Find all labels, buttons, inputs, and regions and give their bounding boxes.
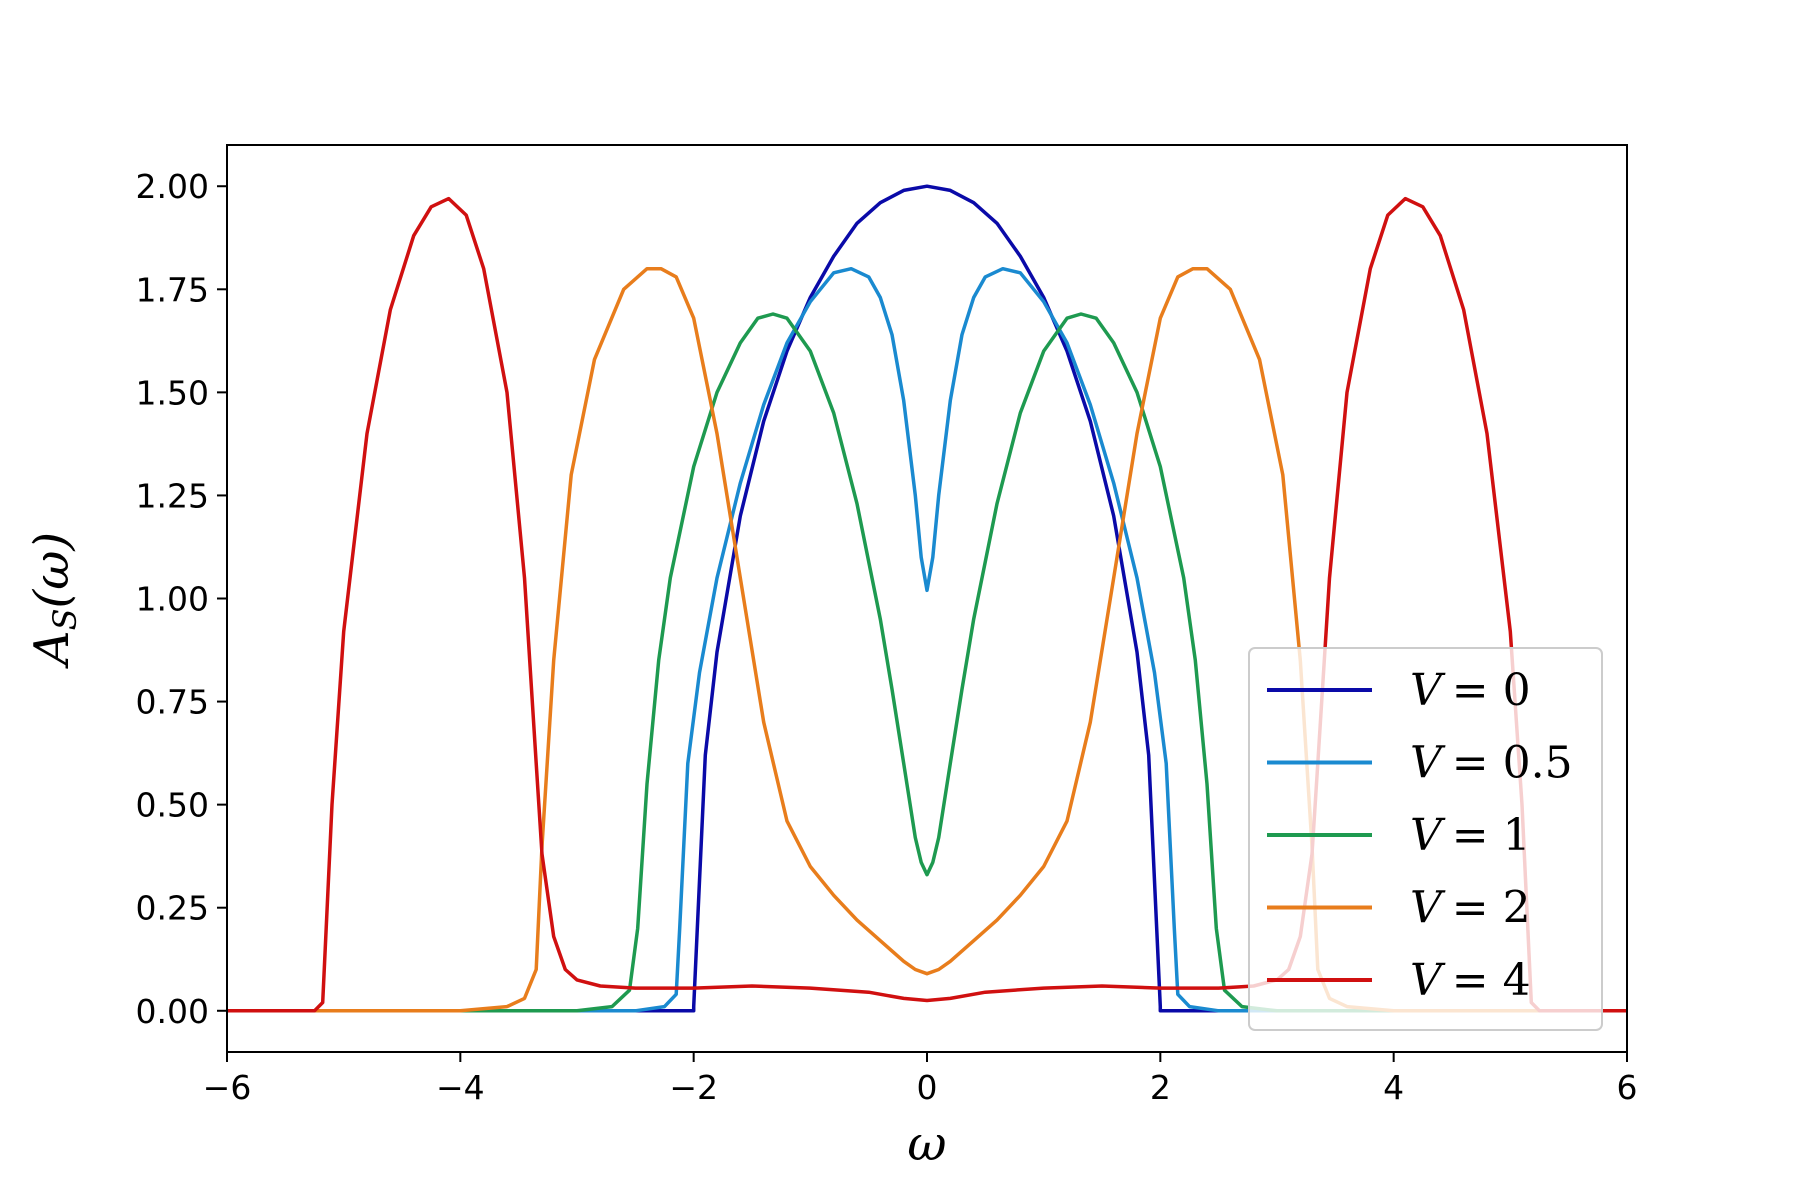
- x-tick-label: −4: [436, 1068, 485, 1107]
- legend: V = 0V = 0.5V = 1V = 2V = 4: [1248, 647, 1603, 1031]
- legend-label-value: = 0.5: [1452, 738, 1573, 789]
- x-axis-title: ω: [907, 1116, 946, 1172]
- y-tick-label: 1.75: [136, 270, 209, 309]
- x-tick-label: 0: [917, 1068, 938, 1107]
- x-tick-label: 4: [1383, 1068, 1404, 1107]
- y-axis-title-sub: S: [46, 609, 84, 631]
- series-line-4: [227, 196, 1627, 1013]
- series-line-3: [227, 266, 1627, 1013]
- legend-label-var: V: [1410, 738, 1446, 789]
- y-tick-label: 0.75: [136, 683, 209, 722]
- series-layer: [227, 184, 1627, 1013]
- y-axis-title-rest: (ω): [24, 532, 80, 609]
- y-tick-label: 1.00: [136, 580, 209, 619]
- x-tick-label: 6: [1617, 1068, 1638, 1107]
- legend-label-var: V: [1410, 810, 1446, 861]
- series-line-2: [227, 312, 1627, 1013]
- series-line-1: [227, 266, 1627, 1013]
- legend-label-value: = 2: [1452, 883, 1531, 934]
- x-tick-label: 2: [1150, 1068, 1171, 1107]
- legend-label-1: V = 0.5: [1410, 738, 1573, 789]
- y-tick-label: 2.00: [136, 167, 209, 206]
- y-axis-title-main: A: [24, 630, 80, 669]
- legend-label-4: V = 4: [1410, 955, 1531, 1006]
- x-tick-label: −2: [669, 1068, 718, 1107]
- ticks-layer: −6 −4 −2 0 2 4 6 0.00 0.25 0.50 0.75 1.00 1.25 1.50 1.…: [136, 167, 1638, 1107]
- y-tick-label: 0.50: [136, 786, 209, 825]
- y-tick-label: 1.50: [136, 373, 209, 412]
- x-tick-label: −6: [203, 1068, 252, 1107]
- legend-box: [1248, 647, 1603, 1031]
- legend-label-0: V = 0: [1410, 665, 1531, 716]
- legend-label-var: V: [1410, 883, 1446, 934]
- legend-label-value: = 1: [1452, 810, 1531, 861]
- y-axis-title: AS(ω): [24, 532, 84, 669]
- y-tick-label: 0.00: [136, 992, 209, 1031]
- legend-label-2: V = 1: [1410, 810, 1531, 861]
- series-line-0: [227, 184, 1627, 1013]
- legend-label-var: V: [1410, 955, 1446, 1006]
- y-tick-label: 0.25: [136, 889, 209, 928]
- legend-label-value: = 4: [1452, 955, 1531, 1006]
- legend-label-var: V: [1410, 665, 1446, 716]
- legend-label-value: = 0: [1452, 665, 1531, 716]
- legend-label-3: V = 2: [1410, 883, 1531, 934]
- legend-items: V = 0V = 0.5V = 1V = 2V = 4: [1267, 665, 1573, 1006]
- y-tick-label: 1.25: [136, 476, 209, 515]
